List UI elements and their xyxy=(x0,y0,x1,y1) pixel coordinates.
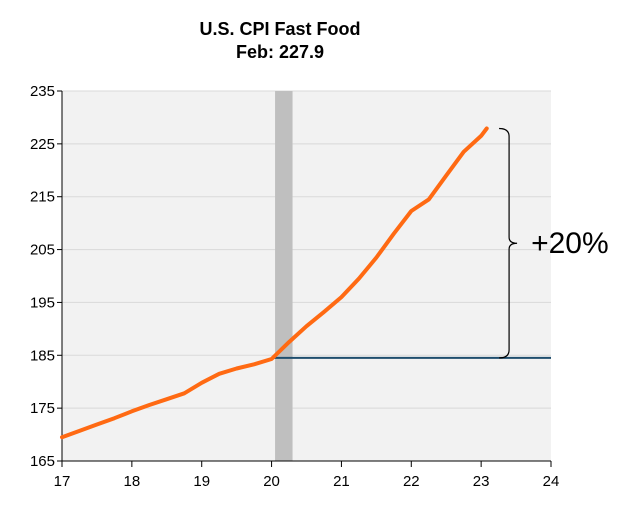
x-axis-ticks: 17 18 19 20 21 22 23 24 xyxy=(54,461,560,490)
x-tick-label-22: 22 xyxy=(403,473,420,490)
series-line-0 xyxy=(60,126,489,440)
plot-background xyxy=(62,91,551,461)
y-tick-label-225: 225 xyxy=(30,136,55,153)
axes xyxy=(61,91,551,462)
chart-title: U.S. CPI Fast Food Feb: 227.9 xyxy=(100,18,460,64)
series-group xyxy=(60,126,489,440)
y-tick-label-205: 205 xyxy=(30,242,55,259)
chart-title-text: U.S. CPI Fast Food xyxy=(199,19,361,39)
x-tick-label-19: 19 xyxy=(193,473,210,490)
y-tick-label-215: 215 xyxy=(30,189,55,206)
y-axis-ticks: 165 175 185 195 205 215 225 235 xyxy=(30,83,62,470)
x-tick-label-24: 24 xyxy=(543,473,560,490)
y-tick-label-175: 175 xyxy=(30,400,55,417)
x-tick-label-20: 20 xyxy=(263,473,280,490)
shaded-band xyxy=(275,91,293,461)
x-tick-label-23: 23 xyxy=(473,473,490,490)
gridlines xyxy=(62,90,551,409)
chart-subtitle-text: Feb: 227.9 xyxy=(235,42,325,62)
y-tick-label-165: 165 xyxy=(30,453,55,470)
x-tick-label-18: 18 xyxy=(124,473,141,490)
x-tick-label-21: 21 xyxy=(333,473,350,490)
y-tick-label-195: 195 xyxy=(30,294,55,311)
recession-shading xyxy=(275,91,293,461)
percent-change-annotation: +20% xyxy=(531,227,609,260)
y-tick-label-185: 185 xyxy=(30,347,55,364)
y-tick-label-235: 235 xyxy=(30,83,55,100)
plot-area xyxy=(62,91,551,461)
x-tick-label-17: 17 xyxy=(54,473,71,490)
